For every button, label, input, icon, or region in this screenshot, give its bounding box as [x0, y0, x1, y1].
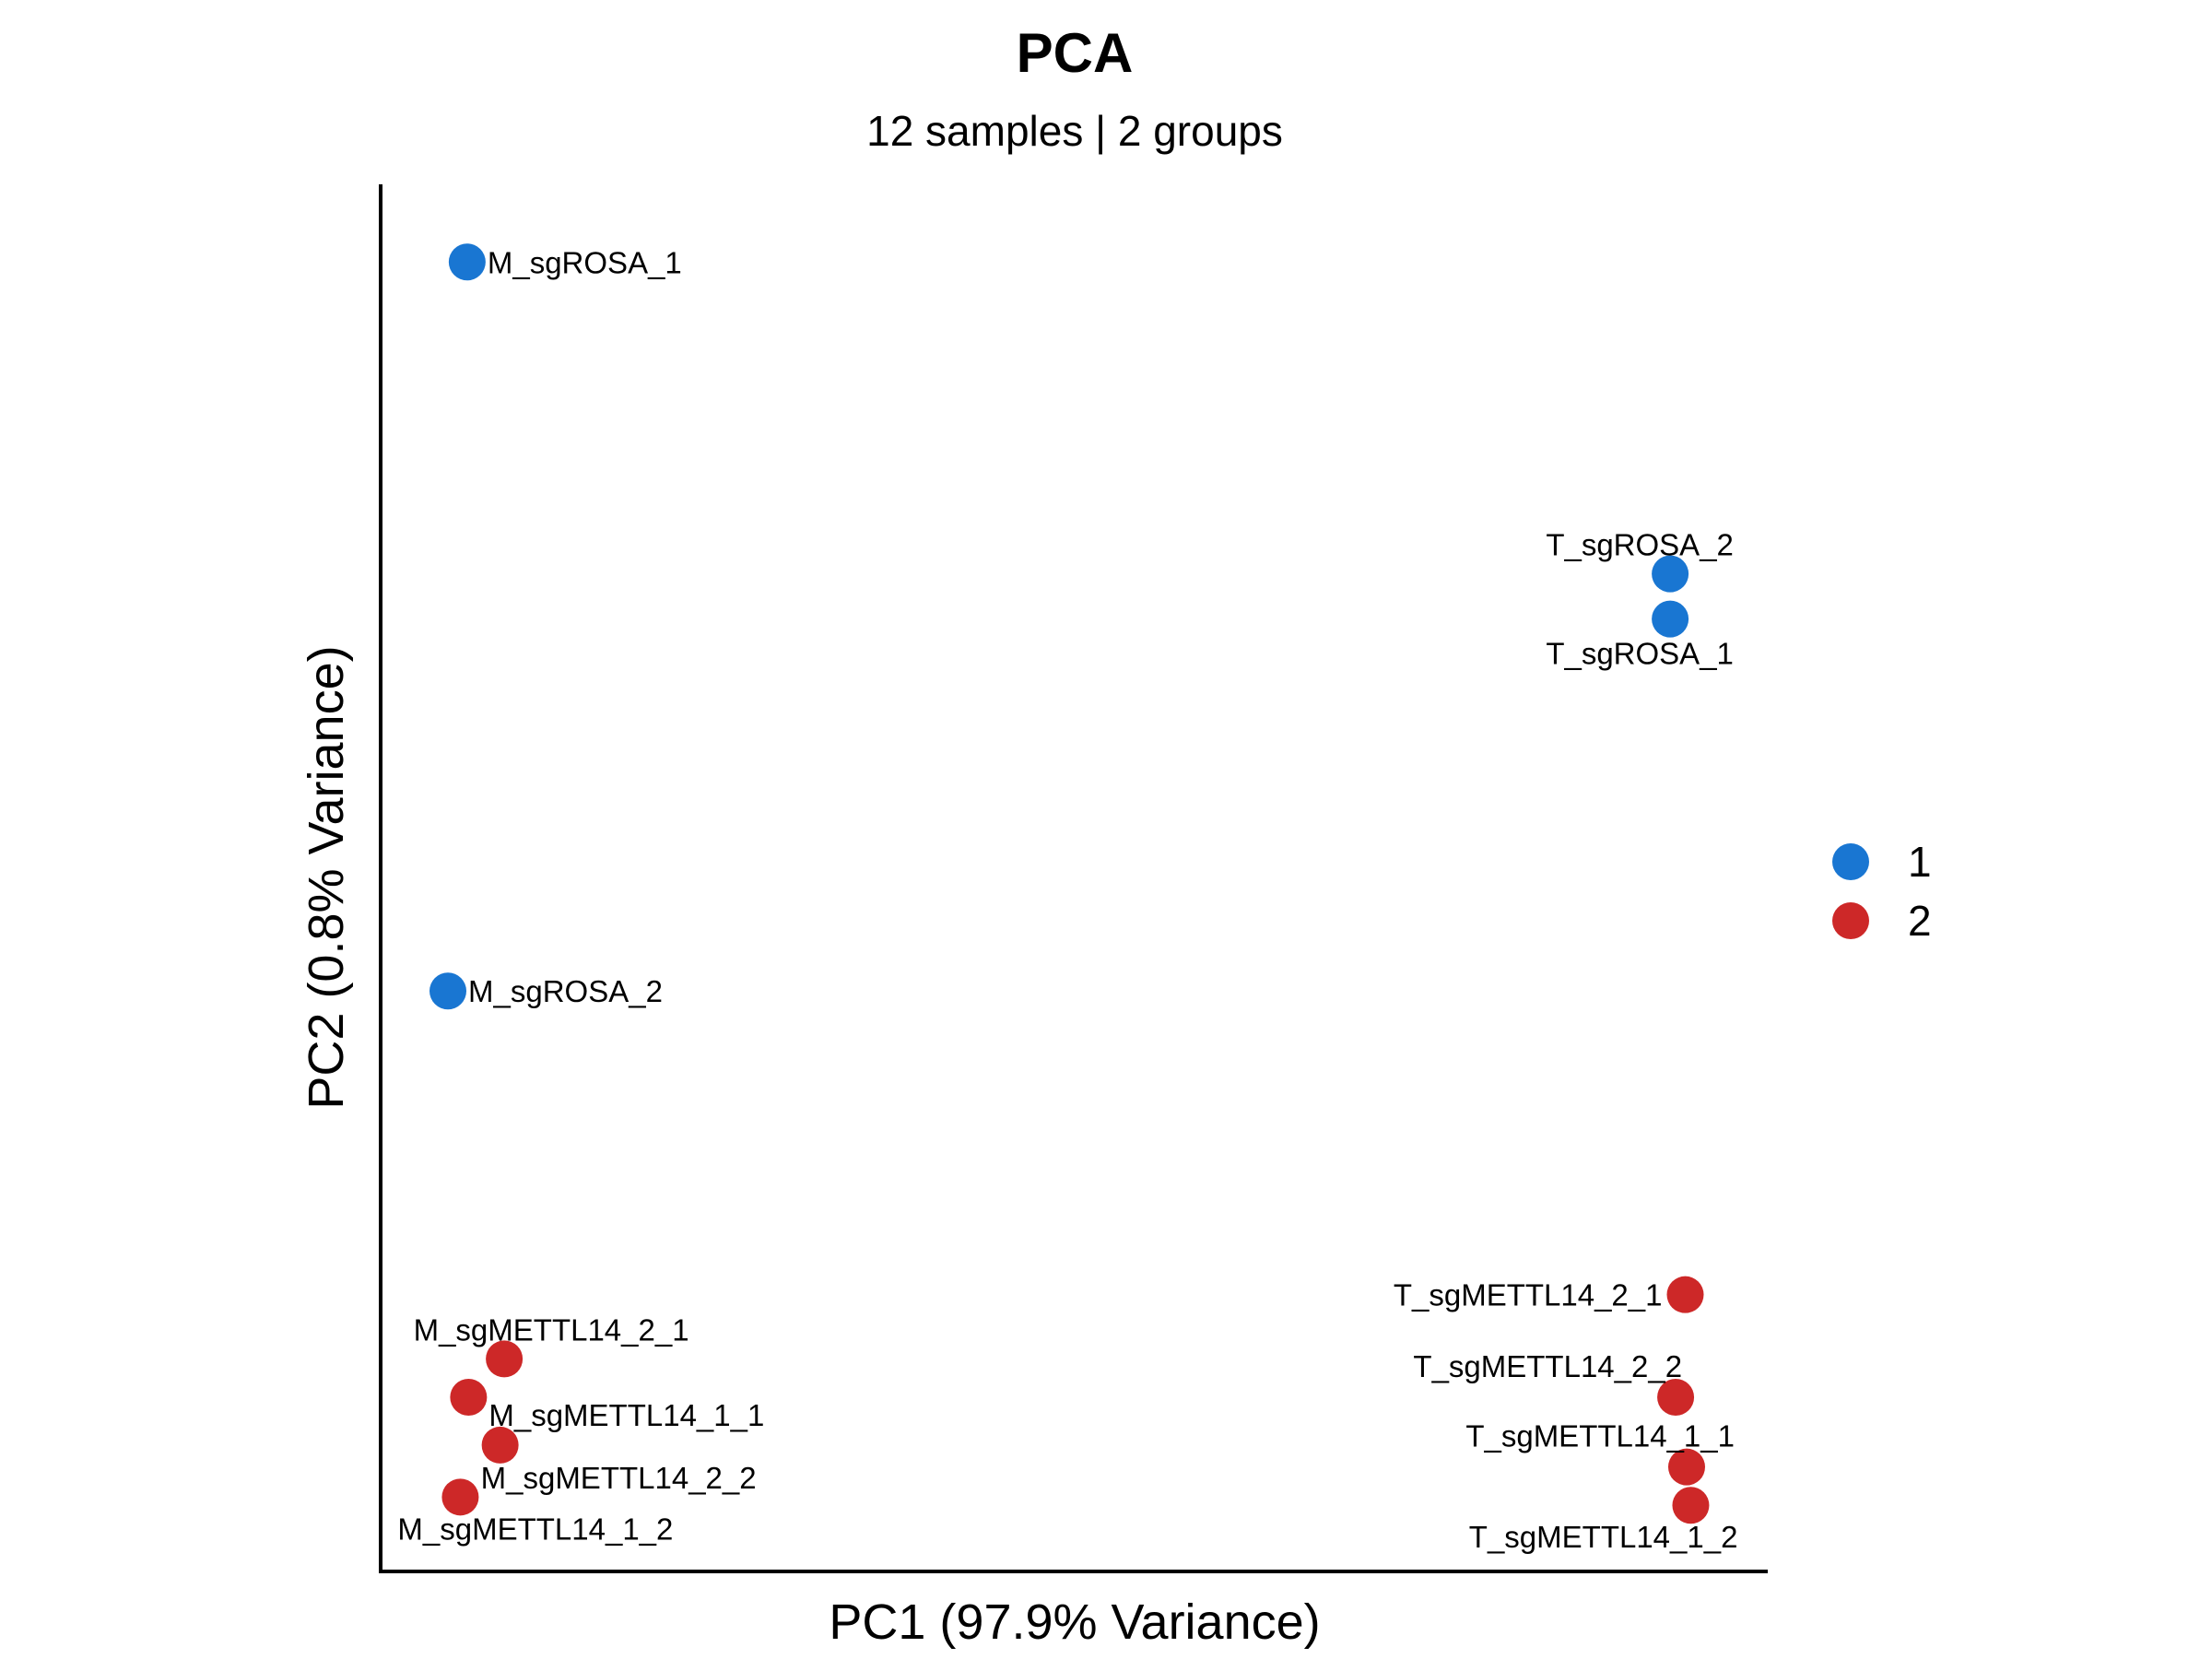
data-point-T_sgMETTL14_2_1 [1666, 1276, 1704, 1313]
data-point-M_sgMETTL14_2_2 [481, 1426, 519, 1464]
point-label-M_sgMETTL14_1_1: M_sgMETTL14_1_1 [488, 1398, 764, 1432]
x-axis-label: PC1 (97.9% Variance) [829, 1594, 1320, 1650]
data-point-M_sgMETTL14_2_1 [486, 1340, 524, 1378]
point-label-T_sgROSA_2: T_sgROSA_2 [1546, 528, 1734, 562]
point-label-T_sgMETTL14_1_2: T_sgMETTL14_1_2 [1469, 1520, 1738, 1554]
data-point-M_sgROSA_2 [429, 972, 467, 1010]
legend-label-2: 2 [1908, 897, 1932, 945]
data-point-M_sgROSA_1 [448, 243, 486, 281]
data-point-M_sgMETTL14_1_2 [441, 1478, 479, 1516]
point-label-M_sgROSA_2: M_sgROSA_2 [468, 974, 663, 1008]
point-label-T_sgROSA_1: T_sgROSA_1 [1546, 637, 1734, 671]
legend-marker-2 [1832, 902, 1869, 939]
legend: 1 2 [1832, 838, 1932, 945]
point-label-M_sgMETTL14_1_2: M_sgMETTL14_1_2 [397, 1512, 673, 1546]
data-point-T_sgROSA_1 [1652, 600, 1689, 638]
chart-title: PCA [1017, 22, 1134, 84]
data-point-M_sgMETTL14_1_1 [450, 1378, 488, 1416]
point-label-M_sgMETTL14_2_1: M_sgMETTL14_2_1 [414, 1312, 689, 1347]
point-label-M_sgROSA_1: M_sgROSA_1 [488, 245, 682, 279]
point-label-T_sgMETTL14_2_1: T_sgMETTL14_2_1 [1394, 1278, 1663, 1312]
chart-subtitle: 12 samples | 2 groups [866, 107, 1283, 155]
point-labels-layer: M_sgROSA_1 T_sgROSA_2 T_sgROSA_1 M_sgROSA_2… [397, 245, 1737, 1554]
point-label-T_sgMETTL14_1_1: T_sgMETTL14_1_1 [1465, 1419, 1735, 1453]
data-point-T_sgMETTL14_1_1 [1667, 1448, 1705, 1486]
data-point-T_sgMETTL14_2_2 [1657, 1378, 1695, 1416]
legend-marker-1 [1832, 843, 1869, 880]
y-axis-label: PC2 (0.8% Variance) [299, 645, 354, 1109]
data-point-T_sgMETTL14_1_2 [1672, 1487, 1710, 1524]
legend-label-1: 1 [1908, 838, 1932, 886]
point-label-T_sgMETTL14_2_2: T_sgMETTL14_2_2 [1413, 1349, 1682, 1383]
point-label-M_sgMETTL14_2_2: M_sgMETTL14_2_2 [481, 1461, 757, 1495]
data-point-T_sgROSA_2 [1652, 555, 1689, 593]
points-layer [429, 243, 1710, 1524]
